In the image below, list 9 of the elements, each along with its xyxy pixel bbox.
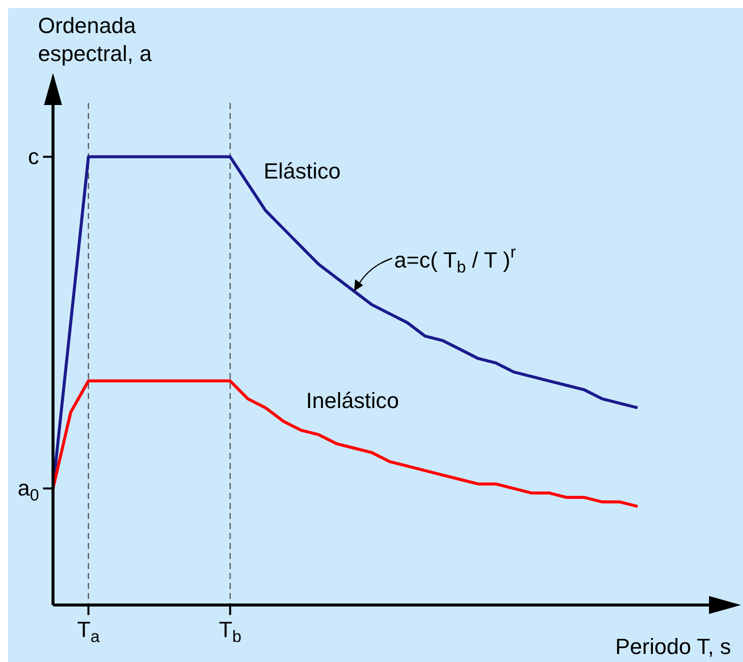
text: a$_{0}$ (18, 475, 39, 505)
series-label: Elástico (264, 158, 341, 184)
x-tick-label: T$_{a}$ (77, 617, 101, 646)
x-tick-label: T$_{b}$ (218, 617, 242, 646)
y-axis-title: Ordenada espectral, a (38, 12, 153, 68)
x-axis-title: Periodo T, s (615, 634, 731, 660)
annotation: a=c( T$_{b}$ / T )$^{r}$ (394, 243, 516, 276)
series-label: Inelástico (306, 388, 399, 414)
text: c (28, 144, 39, 169)
